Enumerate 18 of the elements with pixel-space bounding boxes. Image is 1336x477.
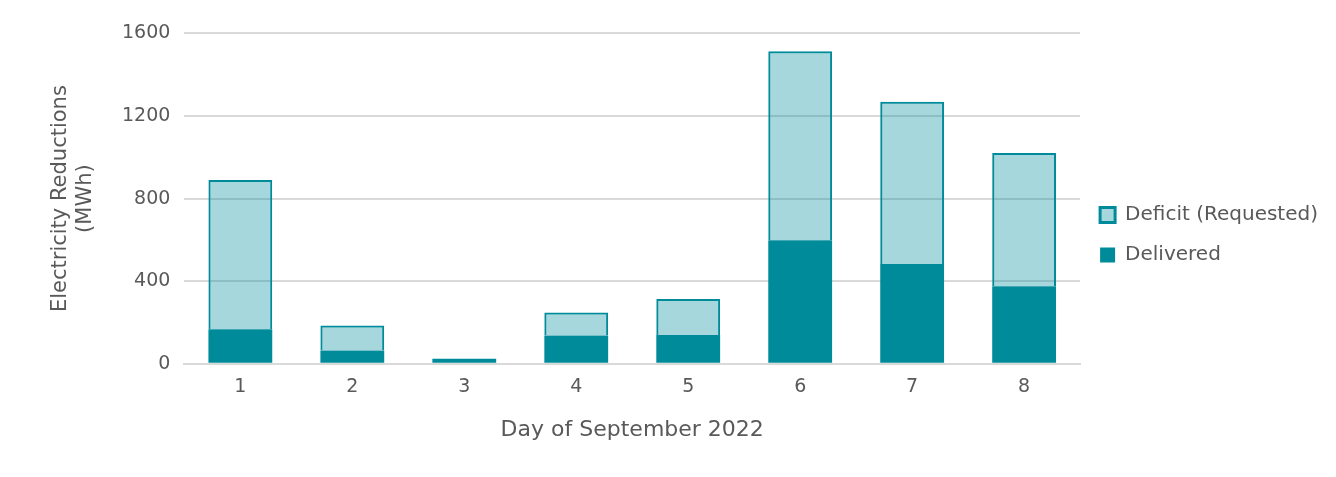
legend-label: Delivered — [1125, 241, 1221, 266]
x-tick-label: 6 — [794, 374, 807, 397]
y-tick-label: 800 — [134, 185, 171, 208]
y-tick-label: 1200 — [121, 102, 171, 125]
x-tick-label: 1 — [234, 374, 247, 397]
x-tick-label: 2 — [346, 374, 359, 397]
y-tick-label: 1600 — [121, 20, 171, 43]
legend-label: Deficit (Requested) — [1125, 201, 1319, 226]
x-tick-label: 5 — [682, 374, 695, 397]
x-axis-title: Day of September 2022 — [500, 415, 764, 441]
y-tick-label: 400 — [134, 268, 171, 291]
x-tick-label: 3 — [458, 374, 471, 397]
bar — [432, 358, 497, 363]
y-tick-label: 0 — [158, 350, 171, 373]
y-axis-title: Electricity Reductions (MWh) — [46, 85, 96, 313]
x-tick-label: 4 — [570, 374, 583, 397]
x-tick-label: 7 — [906, 374, 919, 397]
x-tick-label: 8 — [1018, 374, 1031, 397]
